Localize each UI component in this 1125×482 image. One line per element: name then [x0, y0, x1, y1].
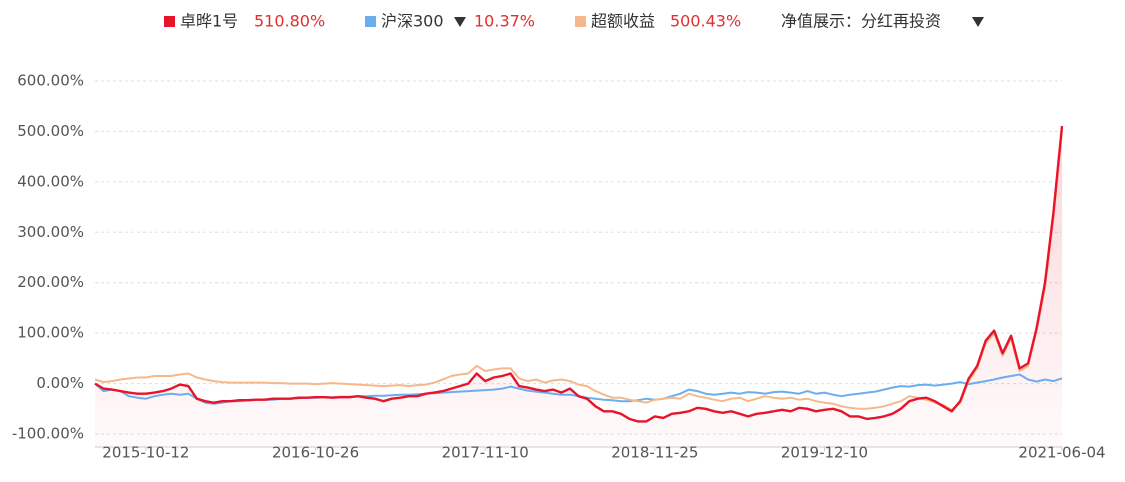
legend-swatch [365, 16, 376, 27]
x-tick-label: 2021-06-04 [1018, 444, 1105, 462]
x-tick-label: 2016-10-26 [272, 444, 359, 462]
y-tick-label: 600.00% [17, 72, 84, 90]
x-tick-label: 2015-10-12 [102, 444, 189, 462]
line [94, 131, 1063, 411]
legend-label[interactable]: 超额收益 [591, 12, 655, 31]
legend-label[interactable]: 沪深300 [381, 12, 444, 31]
y-tick-label: 400.00% [17, 172, 84, 190]
x-tick-label: 2017-11-10 [442, 444, 529, 462]
legend: 卓晔1号 510.80% 沪深300 10.37% 超额收益 500.43% 净… [164, 12, 984, 31]
y-tick-label: 100.00% [17, 324, 84, 342]
legend-value: 510.80% [254, 12, 325, 31]
y-tick-label: 0.00% [36, 374, 84, 392]
nav-display[interactable]: 净值展示：分红再投资 [781, 12, 941, 31]
y-tick-label: 200.00% [17, 273, 84, 291]
legend-swatch [164, 16, 175, 27]
dropdown-arrow[interactable] [972, 17, 984, 27]
area-fill [95, 126, 1062, 447]
x-tick-label: 2018-11-25 [611, 444, 698, 462]
dropdown-arrow[interactable] [454, 17, 466, 27]
legend-value: 10.37% [474, 12, 535, 31]
y-tick-label: 500.00% [17, 122, 84, 140]
legend-swatch [575, 16, 586, 27]
y-tick-label: 300.00% [17, 223, 84, 241]
legend-label[interactable]: 卓晔1号 [180, 12, 238, 31]
y-tick-label: -100.00% [12, 425, 84, 443]
legend-value: 500.43% [670, 12, 741, 31]
x-tick-label: 2019-12-10 [781, 444, 868, 462]
line [94, 125, 1064, 423]
